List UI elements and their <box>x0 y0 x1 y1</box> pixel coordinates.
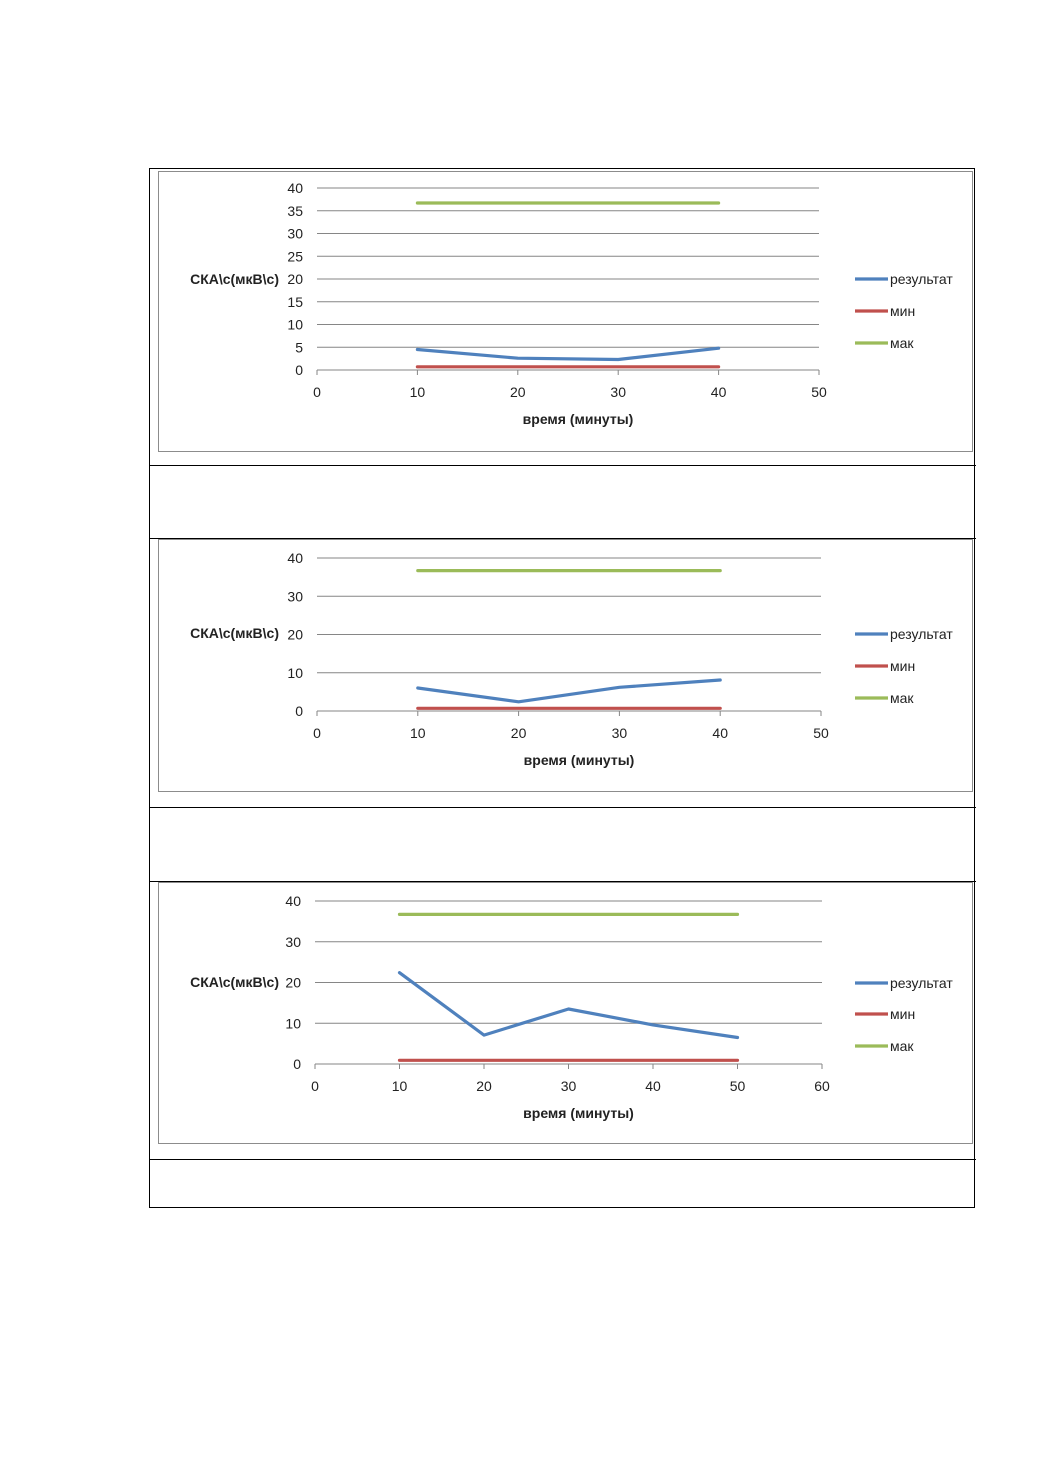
chart-1-y-tick-label: 30 <box>287 226 303 242</box>
chart-1-legend-label-1: мин <box>890 303 915 319</box>
chart-3-y-tick-label: 30 <box>285 934 301 950</box>
chart-1-x-tick-label: 20 <box>510 384 526 400</box>
chart-2-legend-label-2: мак <box>890 690 914 706</box>
chart-2-frame <box>158 539 973 792</box>
chart-2-x-tick-label: 10 <box>410 725 426 741</box>
chart-3-legend-label-0: результат <box>890 975 953 991</box>
chart-1-x-tick-label: 40 <box>711 384 727 400</box>
chart-3-y-tick-label: 20 <box>285 975 301 991</box>
chart-2-legend-label-1: мин <box>890 658 915 674</box>
chart-1-x-axis-title: время (минуты) <box>523 411 634 427</box>
chart-1-series-0-line <box>415 346 721 362</box>
chart-2-x-tick-label: 30 <box>612 725 628 741</box>
table-row-divider <box>149 1159 976 1160</box>
chart-3-x-tick-label: 30 <box>561 1078 577 1094</box>
outer-table <box>149 168 975 1208</box>
chart-3-x-axis-title: время (минуты) <box>523 1105 634 1121</box>
table-row-divider <box>149 465 976 466</box>
chart-3-x-tick-label: 50 <box>730 1078 746 1094</box>
chart-1-x-tick-label: 30 <box>610 384 626 400</box>
chart-1-y-tick-label: 35 <box>287 203 303 219</box>
chart-1-legend-label-2: мак <box>890 335 914 351</box>
chart-2-legend-label-0: результат <box>890 626 953 642</box>
chart-3-series-0-line <box>397 971 740 1040</box>
chart-1-y-tick-label: 40 <box>287 180 303 196</box>
table-row-divider <box>149 881 976 882</box>
chart-3-x-tick-label: 60 <box>814 1078 830 1094</box>
chart-2-x-tick-label: 50 <box>813 725 829 741</box>
table-row-divider <box>149 538 976 539</box>
chart-2-x-tick-label: 20 <box>511 725 527 741</box>
chart-2-x-tick-label: 40 <box>712 725 728 741</box>
chart-1-y-tick-label: 10 <box>287 317 303 333</box>
chart-2-y-tick-label: 20 <box>287 627 303 643</box>
chart-2-series-0-line <box>416 678 722 704</box>
chart-1-x-tick-label: 10 <box>410 384 426 400</box>
chart-2-x-tick-label: 0 <box>313 725 321 741</box>
chart-1-y-axis-title: СКА\с(мкВ\с) <box>190 271 279 287</box>
chart-2-y-tick-label: 30 <box>287 588 303 604</box>
chart-3-x-tick-label: 20 <box>476 1078 492 1094</box>
chart-1-y-tick-label: 15 <box>287 294 303 310</box>
chart-3-y-tick-label: 40 <box>285 893 301 909</box>
table-row-divider <box>149 807 976 808</box>
chart-2-x-axis-title: время (минуты) <box>524 752 635 768</box>
chart-1-y-tick-label: 5 <box>295 339 303 355</box>
chart-3-y-axis-title: СКА\с(мкВ\с) <box>190 974 279 990</box>
chart-1-frame <box>158 171 973 452</box>
chart-1-y-tick-label: 0 <box>295 362 303 378</box>
chart-3-y-tick-label: 0 <box>293 1056 301 1072</box>
chart-1-legend-label-0: результат <box>890 271 953 287</box>
chart-3-legend-label-2: мак <box>890 1038 914 1054</box>
chart-1-x-tick-label: 50 <box>811 384 827 400</box>
chart-3-x-tick-label: 0 <box>311 1078 319 1094</box>
chart-3-x-tick-label: 40 <box>645 1078 661 1094</box>
chart-3-frame <box>158 882 973 1144</box>
chart-3-x-tick-label: 10 <box>392 1078 408 1094</box>
chart-3-legend-label-1: мин <box>890 1006 915 1022</box>
chart-1-y-tick-label: 25 <box>287 248 303 264</box>
chart-1-x-tick-label: 0 <box>313 384 321 400</box>
chart-2-y-tick-label: 10 <box>287 665 303 681</box>
chart-3-y-tick-label: 10 <box>285 1015 301 1031</box>
chart-2-y-axis-title: СКА\с(мкВ\с) <box>190 625 279 641</box>
chart-2-y-tick-label: 0 <box>295 703 303 719</box>
chart-1-y-tick-label: 20 <box>287 271 303 287</box>
chart-2-y-tick-label: 40 <box>287 550 303 566</box>
